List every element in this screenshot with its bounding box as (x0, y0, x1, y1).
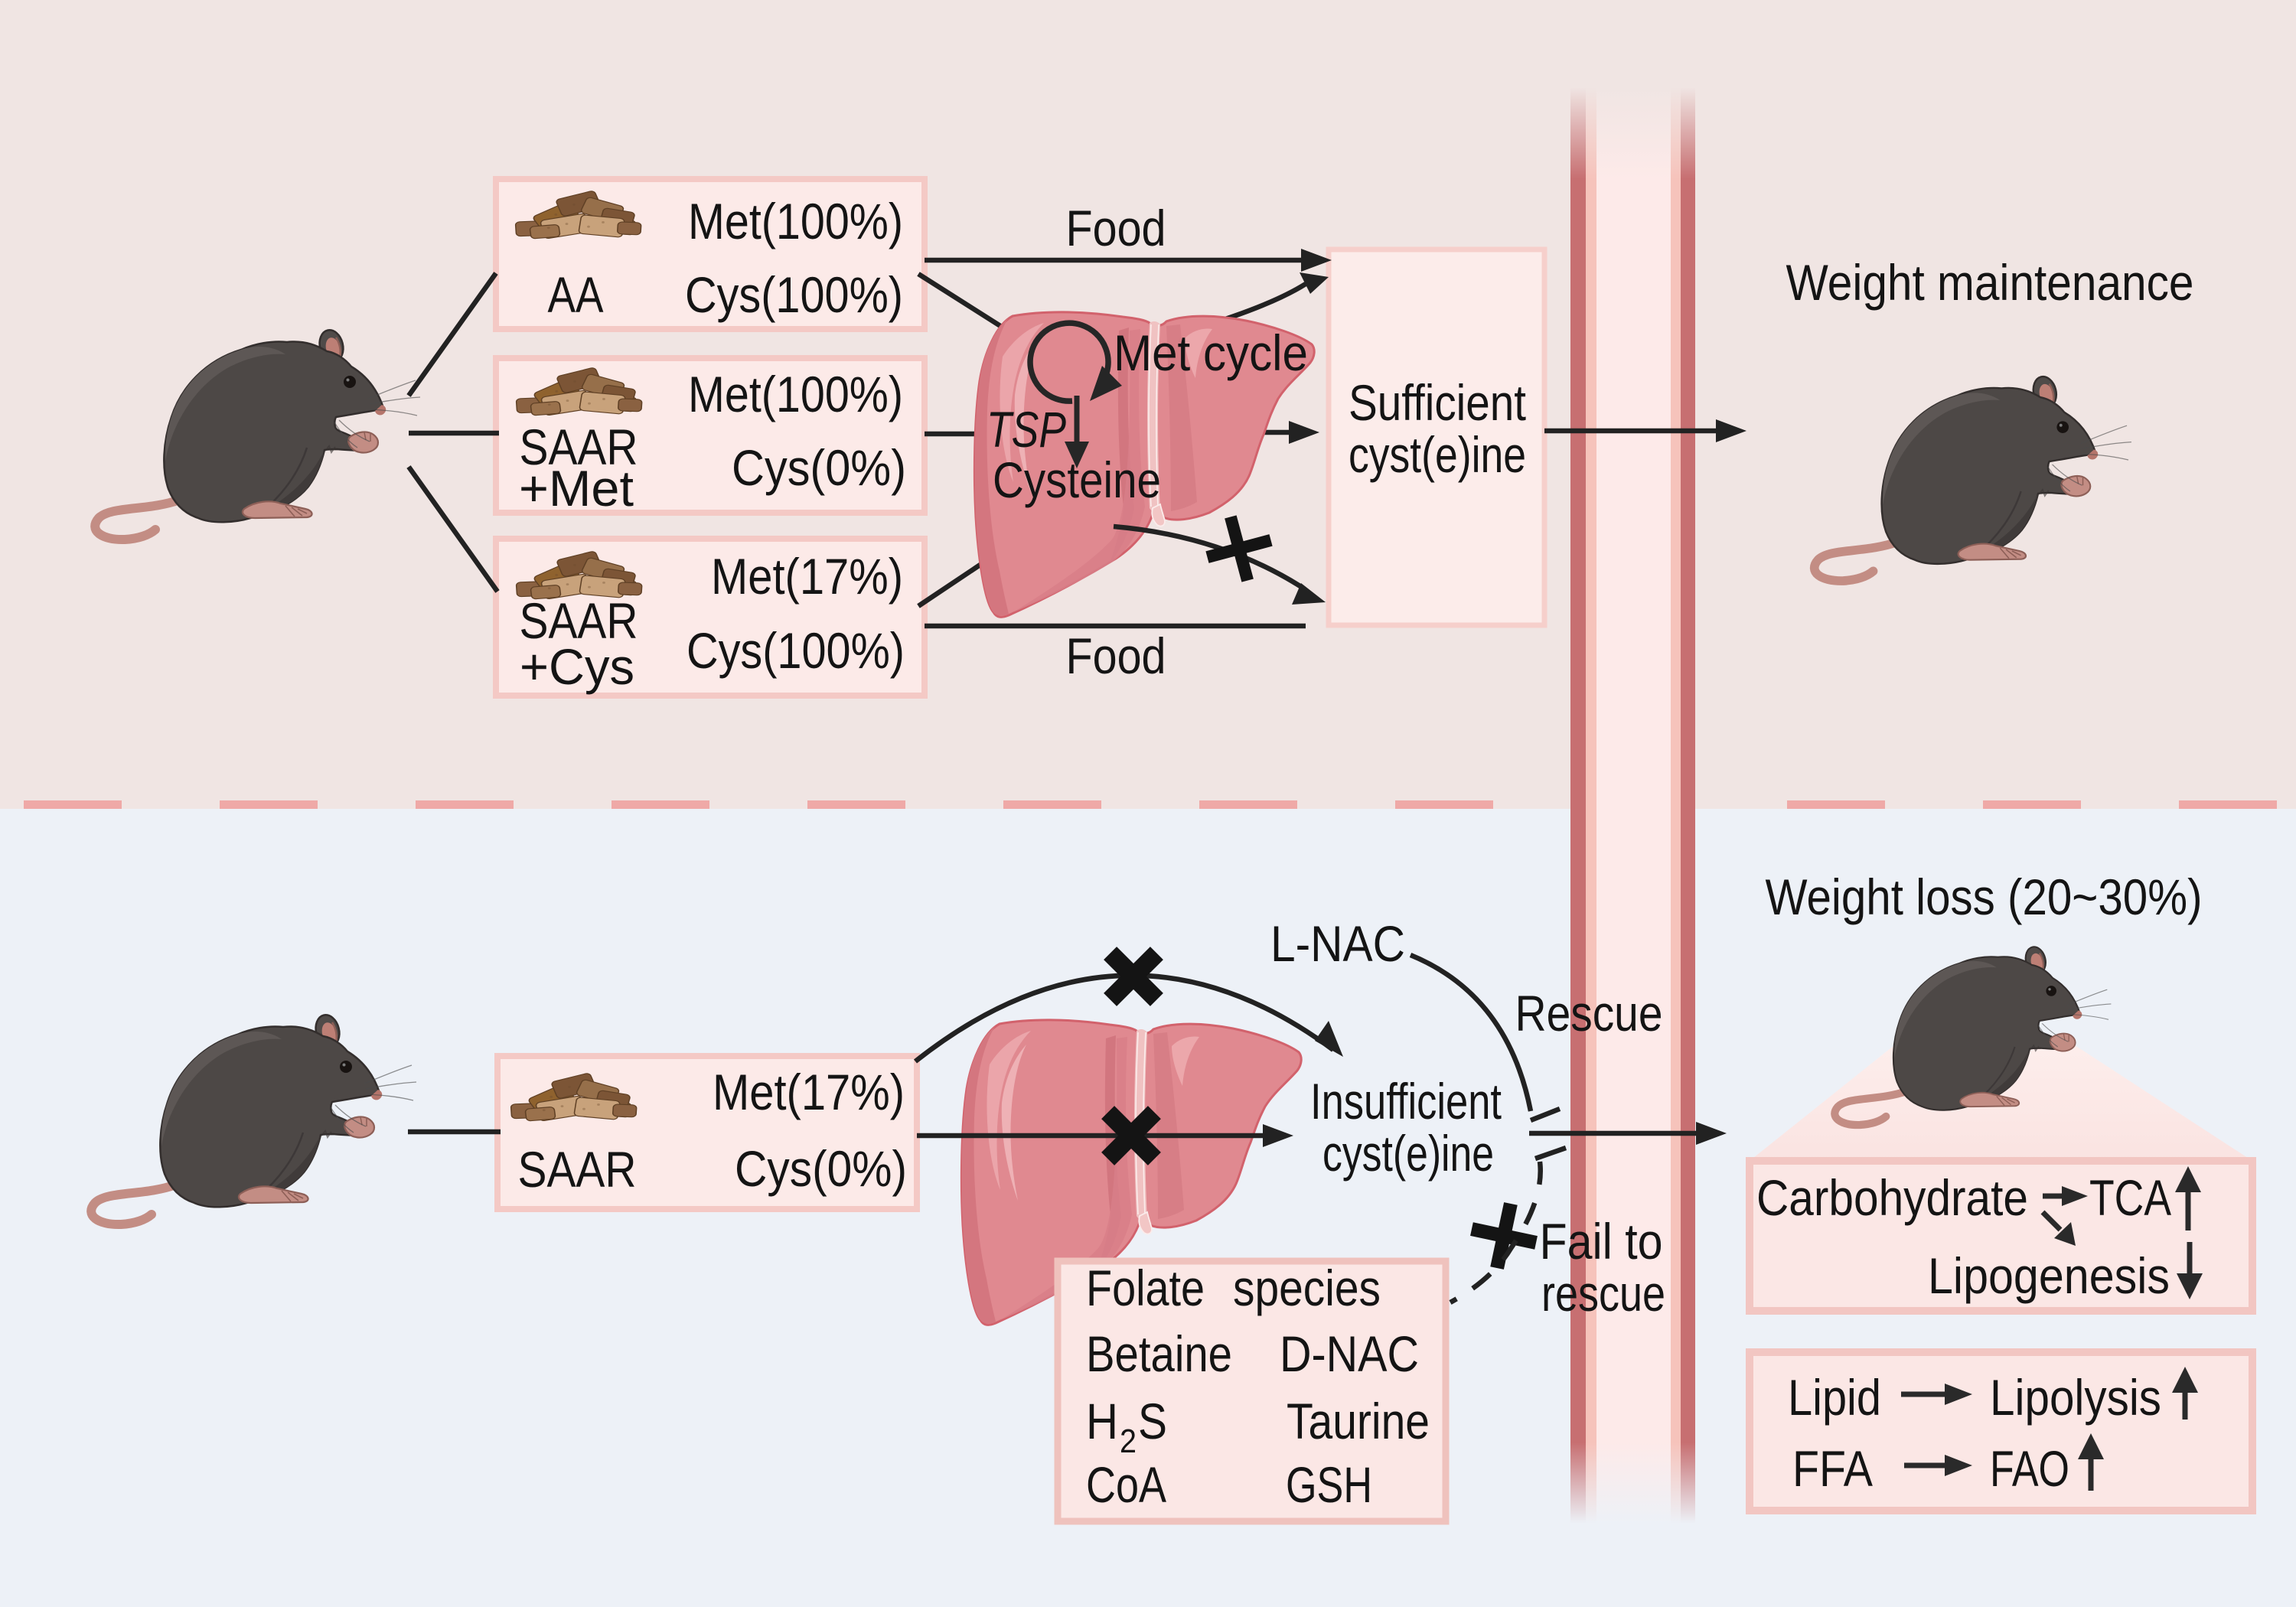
svg-text:species: species (1233, 1260, 1381, 1316)
svg-text:TCA: TCA (2089, 1169, 2171, 1226)
svg-text:Lipolysis: Lipolysis (1990, 1369, 2161, 1426)
svg-text:SAAR: SAAR (520, 419, 638, 475)
svg-text:Fail to: Fail to (1540, 1213, 1663, 1270)
svg-text:+Cys: +Cys (520, 638, 634, 695)
svg-text:L-NAC: L-NAC (1270, 915, 1405, 972)
svg-text:+Met: +Met (519, 460, 634, 517)
svg-text:Weight maintenance: Weight maintenance (1786, 254, 2194, 311)
svg-text:2: 2 (1120, 1423, 1137, 1460)
svg-text:Cys(100%): Cys(100%) (687, 622, 905, 679)
svg-text:Cysteine: Cysteine (993, 451, 1161, 508)
svg-text:cyst(e)ine: cyst(e)ine (1322, 1125, 1494, 1182)
svg-text:D-NAC: D-NAC (1280, 1325, 1419, 1382)
svg-text:TSP: TSP (987, 401, 1066, 458)
svg-text:Food: Food (1066, 200, 1166, 256)
svg-text:Taurine: Taurine (1287, 1393, 1430, 1449)
svg-text:FAO: FAO (1990, 1440, 2069, 1497)
svg-text:Lipid: Lipid (1788, 1369, 1881, 1426)
svg-text:Insufficient: Insufficient (1310, 1073, 1502, 1129)
svg-text:S: S (1138, 1393, 1167, 1449)
svg-text:Met(100%): Met(100%) (688, 366, 903, 422)
svg-text:Betaine: Betaine (1086, 1325, 1232, 1382)
svg-text:AA: AA (548, 266, 604, 323)
svg-text:Met(17%): Met(17%) (711, 548, 903, 605)
svg-text:CoA: CoA (1086, 1456, 1166, 1513)
svg-text:cyst(e)ine: cyst(e)ine (1349, 426, 1526, 483)
svg-text:H: H (1086, 1393, 1118, 1449)
svg-text:Rescue: Rescue (1515, 985, 1663, 1041)
svg-text:Carbohydrate: Carbohydrate (1756, 1169, 2028, 1226)
svg-text:Cys(0%): Cys(0%) (732, 439, 906, 496)
svg-text:Met cycle: Met cycle (1114, 324, 1308, 381)
svg-text:Folate: Folate (1086, 1260, 1205, 1316)
svg-text:Sufficient: Sufficient (1349, 374, 1526, 431)
svg-text:Cys(100%): Cys(100%) (685, 266, 903, 323)
svg-text:FFA: FFA (1792, 1440, 1873, 1497)
svg-text:Food: Food (1066, 627, 1166, 684)
svg-text:GSH: GSH (1286, 1456, 1372, 1513)
svg-text:rescue: rescue (1541, 1265, 1665, 1322)
svg-text:Met(17%): Met(17%) (713, 1064, 905, 1120)
svg-text:SAAR: SAAR (518, 1141, 637, 1198)
svg-text:Weight loss (20~30%): Weight loss (20~30%) (1766, 869, 2203, 925)
svg-text:Met(100%): Met(100%) (688, 193, 903, 249)
svg-text:Lipogenesis: Lipogenesis (1928, 1247, 2170, 1304)
svg-text:Cys(0%): Cys(0%) (735, 1140, 907, 1197)
svg-text:SAAR: SAAR (520, 592, 638, 649)
